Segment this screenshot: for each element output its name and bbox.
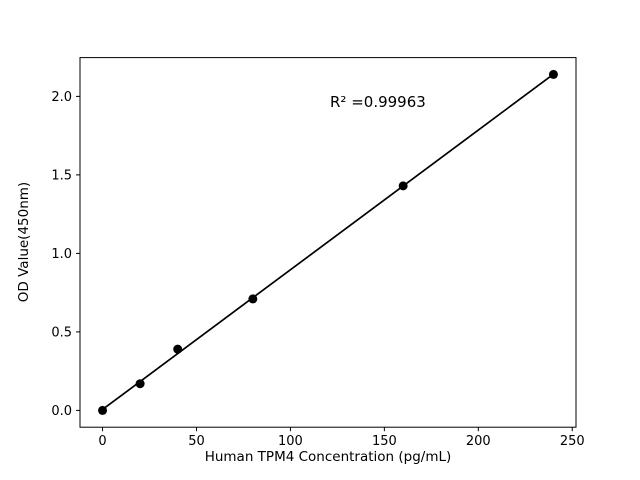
x-tick-label: 250 (560, 434, 585, 449)
x-tick-label: 200 (466, 434, 491, 449)
y-axis-label: OD Value(450nm) (16, 182, 32, 302)
y-tick-label: 0.0 (51, 404, 72, 419)
y-tick-label: 2.0 (51, 90, 72, 105)
data-point (135, 379, 145, 389)
x-tick-label: 50 (188, 434, 205, 449)
r-squared-annotation: R² =0.99963 (330, 93, 426, 111)
x-tick-label: 0 (98, 434, 106, 449)
axes-border (79, 57, 577, 428)
data-point (98, 405, 108, 415)
plot-area: 0 50 100 150 200 250 0.0 0.5 1.0 1.5 2.0 (51, 57, 585, 449)
x-tick-label: 100 (278, 434, 303, 449)
fit-line (102, 73, 554, 411)
y-tick-label: 0.5 (51, 325, 72, 340)
x-axis-label: Human TPM4 Concentration (pg/mL) (205, 449, 452, 465)
data-point (548, 69, 558, 79)
data-point (173, 344, 183, 354)
y-tick-label: 1.5 (51, 168, 72, 183)
x-tick-label: 150 (372, 434, 397, 449)
data-point (398, 181, 408, 191)
y-tick-label: 1.0 (51, 247, 72, 262)
data-point (248, 294, 258, 304)
